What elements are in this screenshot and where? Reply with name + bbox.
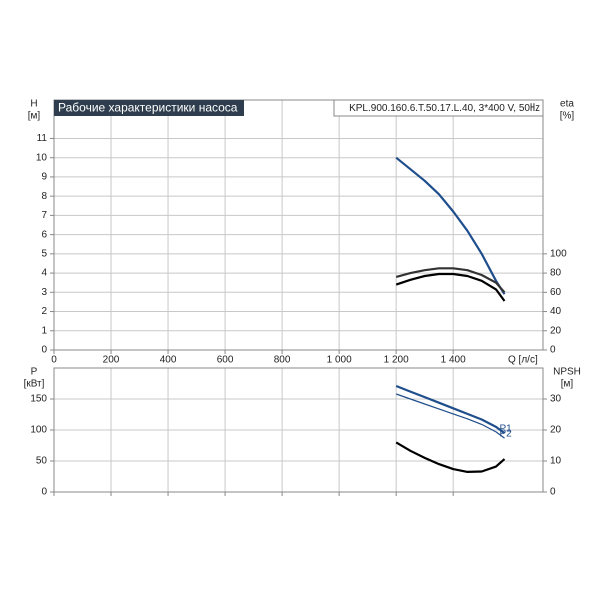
x-axis-label: Q [л/с] <box>508 355 538 366</box>
y2-tick-label: 30 <box>550 394 562 405</box>
y2-axis-label: eta <box>560 99 574 110</box>
y-tick-label: 1 <box>41 325 47 336</box>
x-tick-label: 600 <box>217 355 234 366</box>
y-tick-label: 0 <box>41 345 47 356</box>
y-axis-unit: [м] <box>28 111 41 122</box>
series-line <box>395 272 506 302</box>
chart-title: Рабочие характеристики насоса <box>58 101 238 115</box>
series-line <box>395 156 506 295</box>
y2-tick-label: 0 <box>550 487 556 498</box>
series-line <box>395 384 506 434</box>
y2-tick-label: 100 <box>550 248 567 259</box>
x-tick-label: 1 400 <box>441 355 466 366</box>
y-tick-label: 4 <box>41 268 47 279</box>
y-tick-label: 11 <box>37 133 48 144</box>
series-line <box>396 393 505 439</box>
y-tick-label: 3 <box>41 287 47 298</box>
title-box <box>54 100 244 116</box>
y-axis-unit: [кВт] <box>24 379 45 390</box>
y2-tick-label: 10 <box>550 456 562 467</box>
y2-axis-unit: [%] <box>560 111 575 122</box>
y2-tick-label: 60 <box>550 287 562 298</box>
y-tick-label: 8 <box>41 191 47 202</box>
y2-axis-unit: [м] <box>561 379 574 390</box>
x-tick-label: 0 <box>51 355 57 366</box>
x-tick-label: 1 000 <box>327 355 352 366</box>
series-line <box>395 441 506 473</box>
x-tick-label: 400 <box>160 355 177 366</box>
series-label: P2 <box>500 429 513 440</box>
y-axis-label: H <box>30 99 37 110</box>
y2-tick-label: 40 <box>550 306 562 317</box>
y-tick-label: 5 <box>41 248 47 259</box>
y2-tick-label: 20 <box>550 325 562 336</box>
y-tick-label: 9 <box>41 172 47 183</box>
y-tick-label: 7 <box>41 210 47 221</box>
chart-subtitle: KPL.900.160.6.T.50.17.L.40, 3*400 V, 50㎐ <box>349 103 540 114</box>
y-tick-label: 50 <box>36 456 48 467</box>
y-tick-label: 10 <box>36 152 48 163</box>
y2-tick-label: 80 <box>550 268 562 279</box>
y-tick-label: 100 <box>30 425 47 436</box>
x-tick-label: 1 200 <box>384 355 409 366</box>
x-tick-label: 800 <box>274 355 291 366</box>
y-tick-label: 2 <box>41 306 47 317</box>
y2-tick-label: 20 <box>550 425 562 436</box>
x-tick-label: 200 <box>103 355 120 366</box>
y-tick-label: 0 <box>41 487 47 498</box>
y-tick-label: 6 <box>41 229 47 240</box>
y2-axis-label: NPSH <box>553 367 581 378</box>
plot-frame <box>53 99 544 351</box>
series-label: P1 <box>500 424 513 435</box>
series-line <box>395 267 506 294</box>
y2-tick-label: 0 <box>550 345 556 356</box>
y-axis-label: P <box>31 367 38 378</box>
subtitle-box <box>333 99 544 117</box>
y-tick-label: 150 <box>30 394 47 405</box>
